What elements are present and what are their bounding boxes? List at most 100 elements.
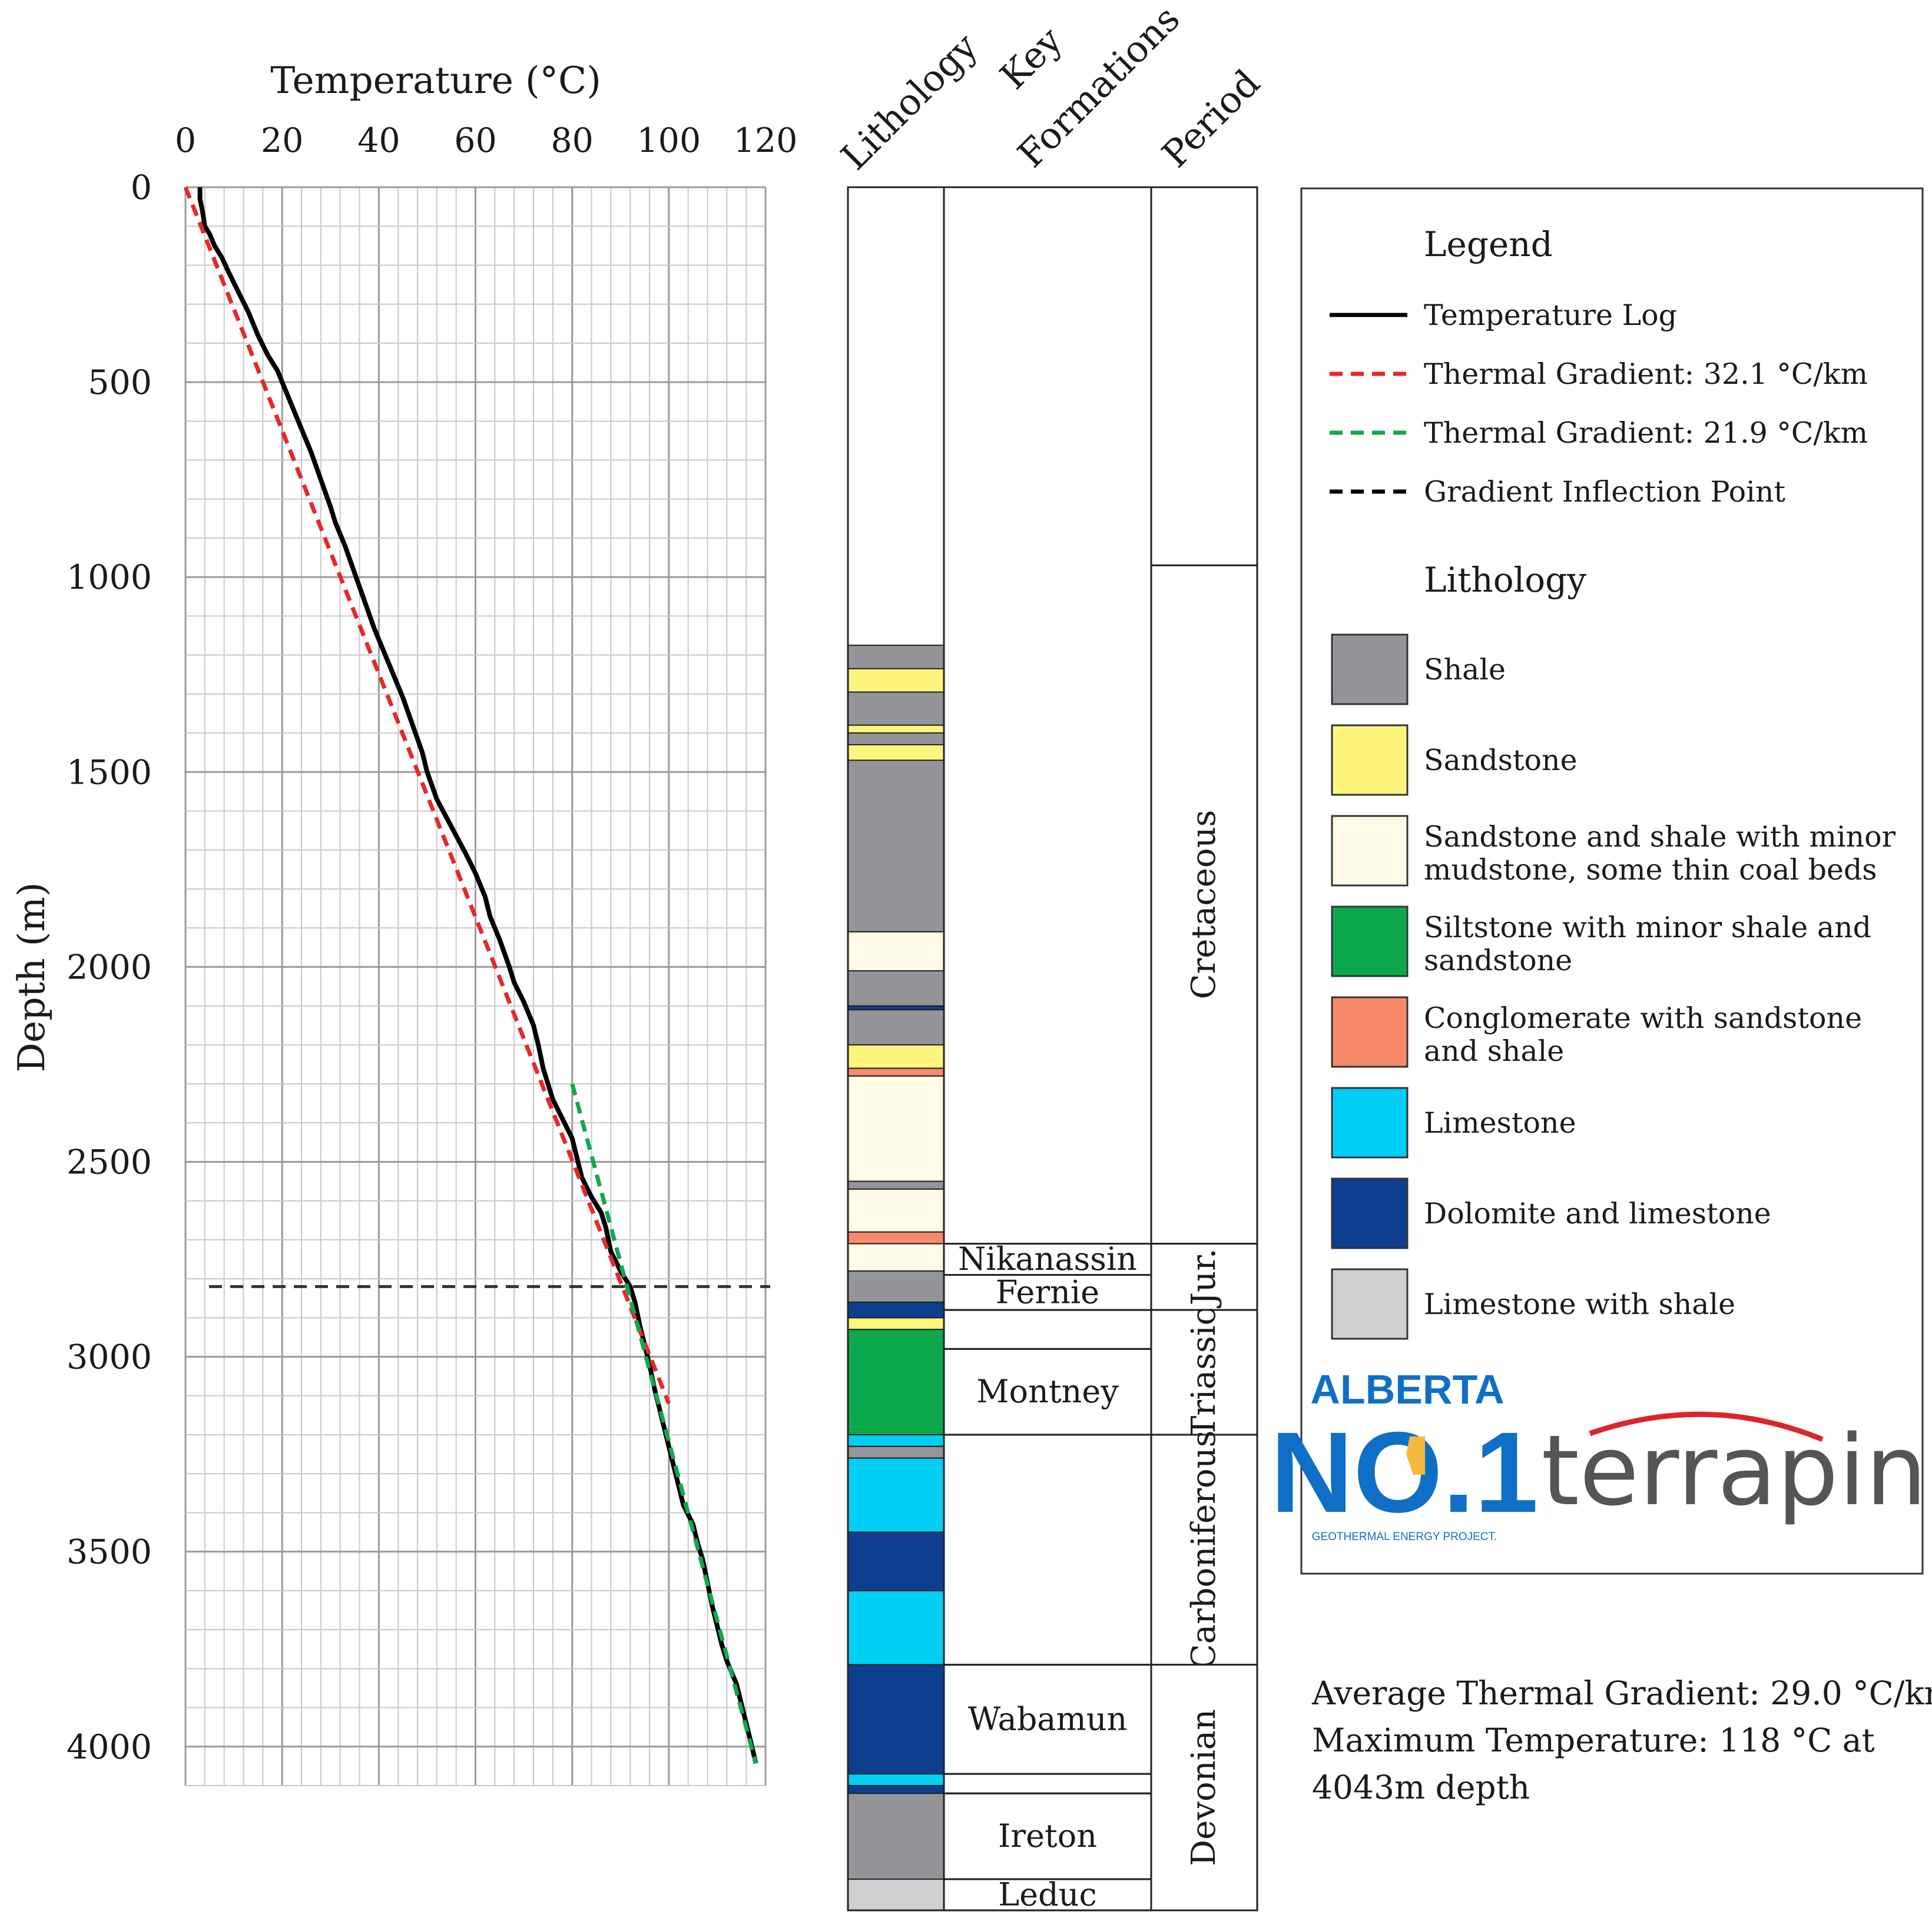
key-column-header: Key <box>992 19 1071 98</box>
terrapin-arc-icon <box>1589 1411 1824 1442</box>
lithology-layer <box>847 1075 945 1182</box>
thermal-gradient-line <box>183 186 671 1405</box>
y-tick-label: 1500 <box>67 753 152 792</box>
formation-label: Nikanassin <box>958 1240 1137 1278</box>
period-cell <box>1150 564 1258 1245</box>
lithology-legend-label: Limestone with shale <box>1424 1288 1735 1321</box>
lithology-legend-title: Lithology <box>1424 560 1586 600</box>
lithology-layer <box>847 1329 945 1436</box>
lithology-layer <box>847 1188 945 1233</box>
lithology-layer <box>847 1590 945 1665</box>
y-tick-label: 500 <box>88 363 152 402</box>
lithology-layer <box>847 744 945 761</box>
x-tick-label: 120 <box>734 121 798 160</box>
lithology-layer <box>847 1457 945 1533</box>
y-tick-label: 1000 <box>67 558 152 597</box>
temperature-log-line <box>197 187 758 1764</box>
period-label: Carboniferous <box>1185 1431 1223 1670</box>
lithology-layer <box>847 1531 945 1591</box>
y-tick-label: 2500 <box>67 1143 152 1182</box>
lithology-layer <box>847 732 945 745</box>
y-tick-label: 3500 <box>67 1533 152 1572</box>
x-axis-title: Temperature (°C) <box>270 59 601 102</box>
x-tick-labels: 0 20 40 60 80 100 120 <box>175 121 798 160</box>
formation-label: Leduc <box>998 1876 1096 1913</box>
lithology-layer <box>847 187 945 646</box>
lithology-legend-label: Shale <box>1424 653 1506 686</box>
lithology-layer <box>847 1231 945 1245</box>
period-cell <box>1150 1664 1258 1912</box>
lithology-layer <box>847 1434 945 1447</box>
lithology-layer <box>847 1067 945 1077</box>
lithology-layer <box>847 1301 945 1319</box>
lithology-layer <box>847 1009 945 1046</box>
lithology-layer <box>847 1044 945 1069</box>
average-gradient-text: Average Thermal Gradient: 29.0 °C/km <box>1311 1674 1932 1712</box>
lithology-legend-label: sandstone <box>1424 944 1572 977</box>
terrapin-logo: terrapin <box>1541 1411 1927 1527</box>
x-tick-label: 40 <box>357 121 400 160</box>
period-cell <box>1150 1434 1258 1666</box>
lithology-layer <box>847 970 945 1007</box>
y-tick-labels: 0 500 1000 1500 2000 2500 3000 3500 4000 <box>67 168 152 1767</box>
alberta-map-icon <box>1406 1436 1425 1475</box>
x-tick-label: 60 <box>454 121 497 160</box>
legend-line-label: Temperature Log <box>1424 298 1677 332</box>
lithology-layer <box>847 1785 945 1794</box>
alberta-no1-logo: ALBERTA NO.1 GEOTHERMAL ENERGY PROJECT. <box>1270 1366 1538 1543</box>
lithology-legend-label: Dolomite and limestone <box>1424 1197 1771 1230</box>
legend-line-label: Gradient Inflection Point <box>1424 475 1785 509</box>
lithology-layer <box>847 645 945 669</box>
x-tick-label: 0 <box>175 121 196 160</box>
lithology-swatch <box>1331 996 1409 1068</box>
lithology-swatch <box>1331 633 1409 705</box>
formations-column-frame <box>943 186 1152 1912</box>
lithology-swatch <box>1331 815 1409 887</box>
lithology-column-header: Lithology <box>833 25 986 178</box>
lithology-legend-label: Sandstone and shale with minor <box>1424 820 1896 854</box>
summary-text: Average Thermal Gradient: 29.0 °C/km Max… <box>1311 1674 1932 1806</box>
period-label: Triassic <box>1185 1307 1223 1438</box>
period-column-header: Period <box>1154 61 1268 176</box>
terrapin-logo-text: terrapin <box>1541 1414 1927 1527</box>
y-tick-label: 2000 <box>67 948 152 987</box>
period-label: Cretaceous <box>1185 810 1223 1000</box>
period-cell <box>1150 1309 1258 1436</box>
formation-label: Fernie <box>996 1273 1099 1310</box>
y-tick-label: 4000 <box>67 1728 152 1767</box>
lithology-layer <box>847 668 945 693</box>
max-temperature-depth-text: 4043m depth <box>1312 1769 1530 1806</box>
formation-cell <box>943 1434 1152 1666</box>
lithology-layer <box>847 1270 945 1303</box>
period-cell <box>1150 186 1258 566</box>
lithology-layer <box>847 931 945 972</box>
y-tick-label: 3000 <box>67 1338 152 1377</box>
y-axis-title: Depth (m) <box>10 882 53 1073</box>
formation-cell <box>943 1309 1152 1350</box>
lithology-layer <box>847 1878 945 1911</box>
thermal-gradient-line <box>570 1083 758 1764</box>
x-tick-label: 80 <box>551 121 594 160</box>
column-headers: Lithology Key Formations Period <box>833 0 1268 178</box>
max-temperature-text: Maximum Temperature: 118 °C at <box>1312 1721 1875 1759</box>
lithology-layer <box>847 1445 945 1459</box>
lithology-legend-label: mudstone, some thin coal beds <box>1424 853 1877 887</box>
lithology-swatch <box>1331 1087 1409 1159</box>
formation-label: Wabamun <box>968 1700 1128 1737</box>
lithology-layer <box>847 724 945 734</box>
alberta-logo-main: NO.1 <box>1270 1408 1538 1537</box>
formation-cell <box>943 1773 1152 1794</box>
lithology-layer <box>847 1664 945 1775</box>
legend-line-label: Thermal Gradient: 32.1 °C/km <box>1424 357 1868 391</box>
lithology-swatch <box>1331 905 1409 977</box>
lithology-swatch <box>1331 724 1409 796</box>
y-tick-label: 0 <box>131 168 152 207</box>
legend-title: Legend <box>1424 224 1553 264</box>
lithology-layer <box>847 1180 945 1190</box>
legend-line-label: Thermal Gradient: 21.9 °C/km <box>1424 416 1868 450</box>
alberta-logo-sub: GEOTHERMAL ENERGY PROJECT. <box>1312 1531 1497 1543</box>
lithology-layer <box>847 691 945 726</box>
